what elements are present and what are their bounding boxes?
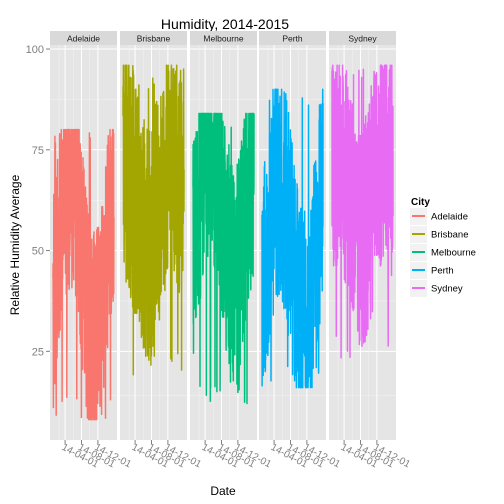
series-line-melbourne bbox=[192, 112, 255, 405]
facet-strip bbox=[259, 31, 326, 45]
facet-strip bbox=[329, 31, 396, 45]
facet-strip bbox=[120, 31, 187, 45]
y-tick-label: 100 bbox=[26, 44, 44, 56]
facet-strip bbox=[50, 31, 117, 45]
facet-strip-label: Brisbane bbox=[137, 34, 171, 44]
legend-label-melbourne: Melbourne bbox=[431, 248, 476, 259]
y-axis-label: Relative Humidity Average bbox=[8, 174, 22, 315]
facet-strip-label: Melbourne bbox=[203, 34, 243, 44]
series-line-perth bbox=[261, 88, 324, 389]
chart-title: Humidity, 2014-2015 bbox=[161, 16, 289, 32]
facet-strip-label: Sydney bbox=[348, 34, 377, 44]
y-tick-label: 25 bbox=[32, 346, 44, 358]
series-line-brisbane bbox=[122, 64, 185, 376]
x-axis-label: Date bbox=[210, 484, 236, 498]
legend-label-sydney: Sydney bbox=[431, 284, 463, 295]
y-tick-label: 50 bbox=[32, 246, 44, 258]
facet-strip bbox=[190, 31, 257, 45]
y-tick-label: 75 bbox=[32, 145, 44, 157]
facet-panels: Adelaide14-04-0114-08-0114-12-01Brisbane… bbox=[50, 31, 412, 471]
series-line-adelaide bbox=[52, 128, 115, 421]
legend: City Adelaide Brisbane Melbourne Perth Sydne… bbox=[410, 197, 476, 297]
facet-strip-label: Adelaide bbox=[67, 34, 100, 44]
legend-label-adelaide: Adelaide bbox=[431, 212, 468, 223]
y-axis: 25 50 75 100 bbox=[26, 44, 50, 358]
legend-label-brisbane: Brisbane bbox=[431, 230, 469, 241]
series-line-sydney bbox=[331, 64, 394, 359]
legend-label-perth: Perth bbox=[431, 266, 454, 277]
legend-title: City bbox=[411, 197, 430, 208]
facet-strip-label: Perth bbox=[282, 34, 303, 44]
